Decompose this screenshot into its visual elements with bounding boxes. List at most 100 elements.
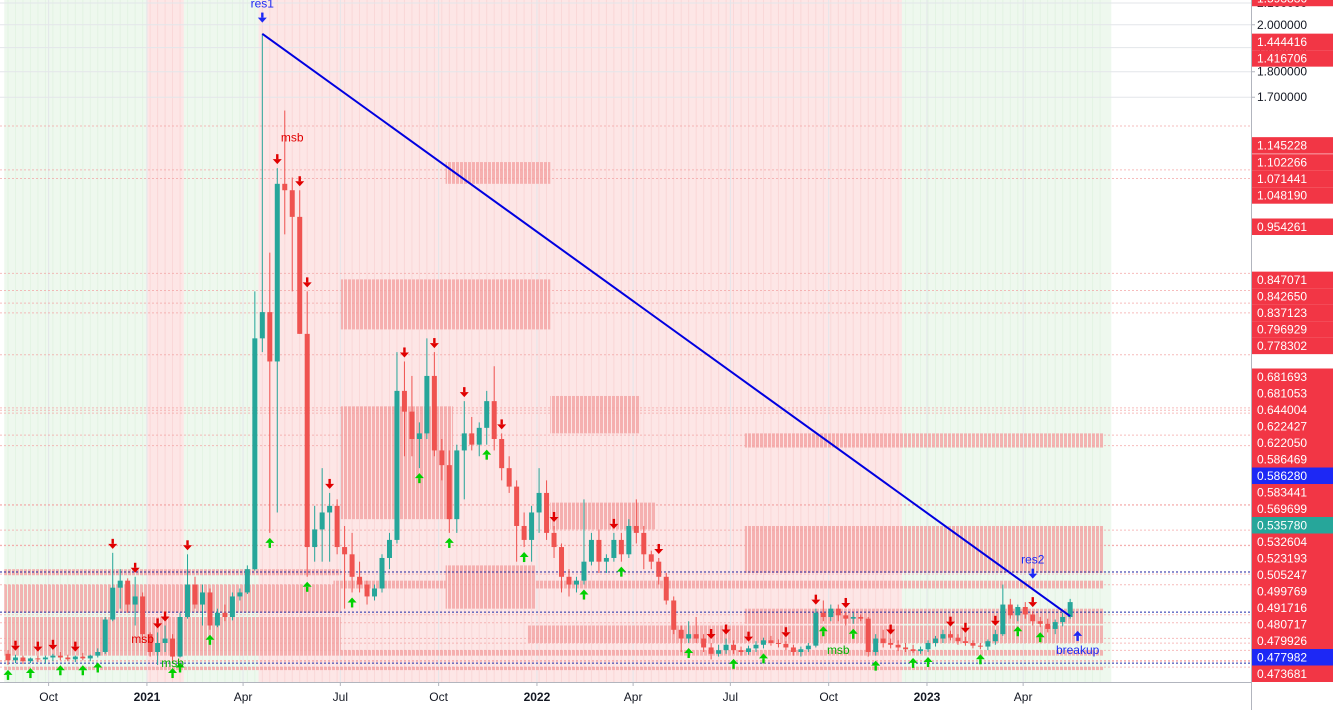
- sell-signal-arrow: [70, 641, 80, 652]
- price-label-red: 0.479926: [1252, 632, 1333, 649]
- candle-body: [27, 658, 33, 662]
- price-label-red: 0.842650: [1252, 288, 1333, 305]
- price-label-text: 0.535780: [1257, 519, 1307, 533]
- candle: [386, 532, 392, 570]
- buy-signal-arrow: [302, 581, 312, 592]
- candle: [603, 554, 609, 573]
- buy-signal-arrow: [444, 537, 454, 548]
- background-band-red: [310, 0, 910, 682]
- supply-zone: [744, 433, 1104, 448]
- candle-body: [237, 592, 243, 597]
- price-label-box: [1252, 33, 1333, 51]
- candle-body: [304, 333, 310, 548]
- price-label-box: [1252, 137, 1333, 154]
- candle: [177, 612, 183, 658]
- arrow-head: [519, 552, 529, 558]
- candle: [401, 361, 407, 457]
- sell-signal-arrow: [549, 511, 559, 522]
- price-label-box: [1252, 418, 1333, 435]
- buy-signal-arrow: [1013, 626, 1023, 637]
- candle: [798, 646, 804, 657]
- arrow-shaft: [36, 641, 40, 647]
- candle: [663, 572, 669, 605]
- price-tick-label: 1.800000: [1257, 65, 1307, 79]
- candle: [828, 604, 834, 622]
- candle: [656, 557, 662, 585]
- price-label-text: 0.681693: [1257, 370, 1307, 384]
- candle-body: [1022, 607, 1028, 615]
- candle-body: [267, 312, 273, 362]
- candle-body: [678, 629, 684, 639]
- candle-body: [319, 512, 325, 530]
- arrow-head: [886, 629, 896, 635]
- price-label-text: 1.593836: [1257, 0, 1307, 5]
- candle-body: [386, 539, 392, 558]
- candle-body: [895, 644, 901, 648]
- annotation-arrow: [1028, 568, 1038, 579]
- candle-body: [648, 554, 654, 562]
- buy-signal-arrow: [205, 634, 215, 645]
- arrow-head: [1028, 602, 1038, 608]
- sell-signal-arrow: [1028, 597, 1038, 608]
- price-label-red: 0.583441: [1252, 484, 1333, 501]
- price-label-red: 0.586469: [1252, 451, 1333, 468]
- candle-body: [469, 433, 475, 445]
- candle-body: [1037, 621, 1043, 624]
- arrow-head: [257, 17, 267, 23]
- arrow-shaft: [926, 661, 930, 667]
- candle: [536, 468, 542, 533]
- price-label-text: 0.644004: [1257, 403, 1307, 417]
- arrow-shaft: [844, 597, 847, 603]
- arrow-shaft: [709, 628, 713, 634]
- price-label-red: 0.681053: [1252, 385, 1333, 402]
- sell-signal-arrow: [990, 615, 1000, 626]
- candle: [87, 654, 93, 662]
- candle-body: [416, 433, 422, 439]
- price-label-red: 0.954261: [1252, 218, 1333, 236]
- candle-body: [716, 650, 722, 654]
- buy-signal-arrow: [265, 537, 275, 548]
- candle-body: [476, 427, 482, 445]
- candle: [461, 401, 467, 500]
- candle: [327, 492, 333, 562]
- sell-signal-arrow: [302, 277, 312, 288]
- candle: [1052, 619, 1058, 635]
- candle: [850, 612, 856, 624]
- candle: [910, 644, 916, 653]
- candle: [641, 525, 647, 570]
- price-label-green: 0.535780: [1252, 517, 1333, 534]
- arrow-shaft: [276, 154, 279, 160]
- candle: [469, 416, 475, 451]
- arrow-shaft: [762, 658, 765, 664]
- candle-body: [1007, 604, 1013, 616]
- price-label-box: [1252, 632, 1333, 649]
- candle: [289, 177, 295, 292]
- price-label-box: [1252, 434, 1333, 451]
- arrow-shaft: [949, 616, 952, 622]
- candle-body: [858, 616, 864, 619]
- candle-body: [618, 539, 624, 555]
- arrow-shaft: [582, 594, 586, 600]
- arrow-head: [429, 343, 439, 349]
- candle-body: [446, 465, 452, 520]
- arrow-head: [960, 627, 970, 633]
- price-label-box: [1252, 321, 1333, 338]
- candle: [244, 565, 250, 595]
- candle: [95, 648, 101, 658]
- arrow-head: [1028, 573, 1038, 579]
- candle-body: [1052, 622, 1058, 629]
- candle-body: [192, 584, 198, 605]
- buy-signal-arrow: [975, 654, 985, 665]
- buy-signal-arrow: [482, 449, 492, 460]
- arrow-head: [33, 646, 43, 652]
- arrow-shaft: [500, 419, 503, 425]
- arrow-head: [414, 473, 424, 479]
- supply-zone: [4, 666, 1104, 671]
- candle-body: [521, 525, 527, 540]
- arrow-head: [908, 657, 918, 663]
- candle: [416, 422, 422, 469]
- price-tick-label: 2.000000: [1257, 18, 1307, 32]
